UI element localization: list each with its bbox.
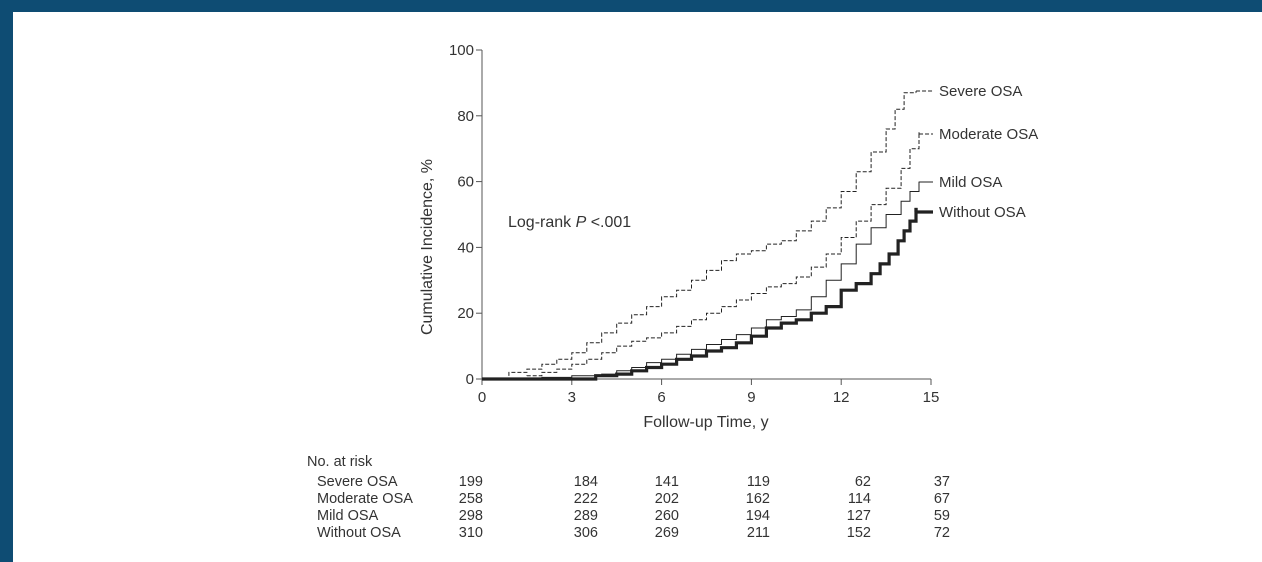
chart-axes: 0 20 40 60 80 100 0 3 6 9 12 15 <box>449 42 939 406</box>
x-tick-label: 0 <box>478 389 486 406</box>
y-axis-label: Cumulative Incidence, % <box>419 159 436 335</box>
x-tick-label: 3 <box>568 389 576 406</box>
chart-legend: Severe OSA Moderate OSA Mild OSA Without OS… <box>914 83 1038 221</box>
risk-value: 199 <box>459 474 483 490</box>
risk-value: 310 <box>459 525 483 541</box>
log-rank-annotation: Log-rank P <.001 <box>508 214 631 231</box>
risk-value: 72 <box>934 525 950 541</box>
risk-row-label: Severe OSA <box>317 474 398 490</box>
series-line-mild-osa <box>482 181 920 380</box>
risk-value: 37 <box>934 474 950 490</box>
log-rank-value: <.001 <box>586 214 631 231</box>
risk-value: 260 <box>655 508 679 524</box>
risk-value: 184 <box>574 474 598 490</box>
x-axis-label: Follow-up Time, y <box>643 414 768 431</box>
x-tick-label: 15 <box>923 389 940 406</box>
y-tick-label: 40 <box>457 239 474 256</box>
series-line-severe-osa <box>482 92 916 380</box>
risk-value: 127 <box>847 508 871 524</box>
risk-value: 114 <box>848 491 871 507</box>
legend-label-severe-osa: Severe OSA <box>939 83 1022 100</box>
risk-value: 152 <box>847 525 871 541</box>
y-tick-label: 80 <box>457 108 474 125</box>
risk-table: No. at risk Severe OSA 199 184 141 119 62 37 Mo… <box>307 454 950 541</box>
y-tick-label: 0 <box>466 371 474 388</box>
risk-value: 298 <box>459 508 483 524</box>
chart-series <box>482 92 920 381</box>
risk-value: 141 <box>655 474 679 490</box>
x-tick-label: 9 <box>747 389 755 406</box>
legend-label-without-osa: Without OSA <box>939 204 1026 221</box>
risk-value: 194 <box>746 508 770 524</box>
x-tick-label: 6 <box>657 389 665 406</box>
log-rank-prefix: Log-rank <box>508 214 576 231</box>
risk-value: 222 <box>574 491 598 507</box>
frame-border-left <box>0 0 13 562</box>
risk-row-label: Without OSA <box>317 525 401 541</box>
risk-value: 202 <box>655 491 679 507</box>
risk-table-title: No. at risk <box>307 454 373 470</box>
risk-value: 306 <box>574 525 598 541</box>
x-tick-label: 12 <box>833 389 850 406</box>
frame-border-top <box>0 0 1262 12</box>
y-tick-label: 60 <box>457 174 474 191</box>
series-line-without-osa <box>482 207 918 381</box>
risk-row-label: Mild OSA <box>317 508 379 524</box>
risk-value: 211 <box>747 525 770 541</box>
risk-value: 62 <box>855 474 871 490</box>
risk-value: 162 <box>746 491 770 507</box>
y-tick-label: 20 <box>457 305 474 322</box>
risk-value: 289 <box>574 508 598 524</box>
risk-row-label: Moderate OSA <box>317 491 413 507</box>
risk-value: 269 <box>655 525 679 541</box>
series-line-moderate-osa <box>482 132 920 380</box>
risk-value: 258 <box>459 491 483 507</box>
risk-value: 59 <box>934 508 950 524</box>
risk-value: 67 <box>934 491 950 507</box>
legend-label-mild-osa: Mild OSA <box>939 174 1002 191</box>
risk-value: 119 <box>747 474 770 490</box>
log-rank-p: P <box>576 214 587 231</box>
y-tick-label: 100 <box>449 42 474 59</box>
legend-label-moderate-osa: Moderate OSA <box>939 126 1038 143</box>
